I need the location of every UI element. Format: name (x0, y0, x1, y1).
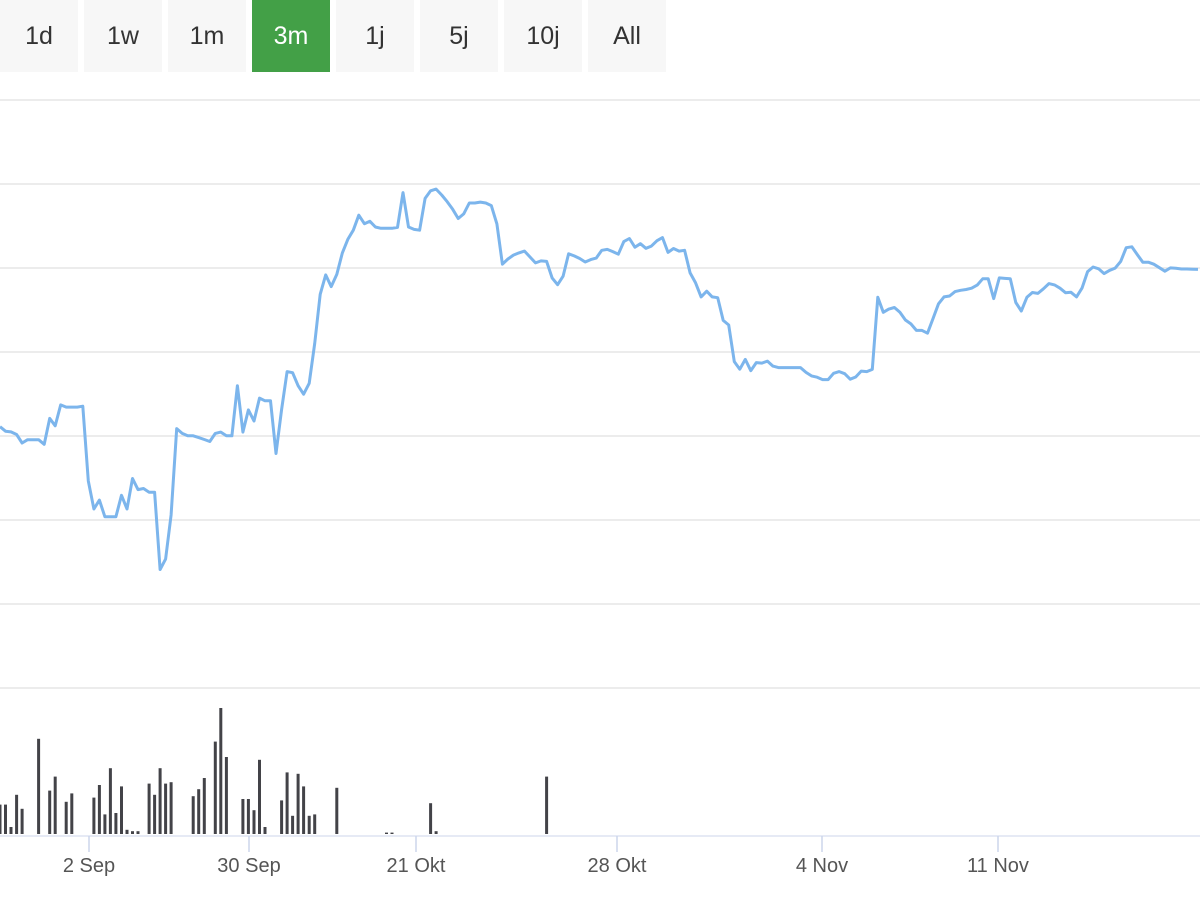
volume-bar (9, 827, 13, 834)
volume-bar (302, 786, 306, 834)
range-button-1d[interactable]: 1d (0, 0, 78, 72)
x-tick-label: 4 Nov (796, 855, 848, 877)
volume-bar (131, 831, 134, 834)
volume-bar (191, 796, 195, 834)
gridlines (0, 99, 1200, 689)
volume-bar (48, 790, 52, 834)
volume-bar (0, 804, 2, 834)
price-line (0, 187, 1199, 571)
volume-bar (219, 708, 223, 834)
volume-bar (125, 829, 129, 834)
volume-bar (64, 801, 68, 834)
volume-bar (37, 738, 41, 834)
volume-bar (97, 785, 101, 834)
range-button-all[interactable]: All (588, 0, 666, 72)
x-tick-label: 2 Sep (63, 855, 115, 877)
volume-bar (164, 783, 168, 834)
volume-bar (285, 772, 289, 834)
volume-bar (335, 787, 339, 834)
volume-bar (390, 832, 394, 834)
volume-bar (20, 808, 24, 834)
volume-bar (296, 773, 300, 834)
volume-bar (108, 768, 112, 834)
volume-bar (70, 793, 74, 834)
range-button-1m[interactable]: 1m (168, 0, 246, 72)
x-axis: 2 Sep 30 Sep 21 Okt 28 Okt 4 Nov 11 Nov (0, 835, 1200, 877)
range-selector: 1d 1w 1m 3m 1j 5j 10j All (0, 0, 672, 72)
volume-bar (53, 776, 57, 834)
volume-bar (169, 782, 173, 834)
volume-bar (147, 783, 151, 834)
volume-bar (92, 797, 96, 834)
volume-bar (213, 741, 217, 834)
volume-bar (153, 794, 157, 834)
volume-bar (4, 804, 7, 834)
volume-bar (120, 786, 123, 834)
volume-bar (158, 768, 162, 834)
volume-bar (224, 757, 228, 834)
volume-bars (0, 708, 549, 834)
range-button-5j[interactable]: 5j (420, 0, 498, 72)
volume-bar (252, 810, 256, 834)
volume-bar (103, 814, 107, 834)
volume-bar (136, 831, 140, 834)
range-button-10j[interactable]: 10j (504, 0, 582, 72)
volume-bar (307, 815, 311, 834)
volume-bar (197, 789, 201, 834)
x-tick-label: 30 Sep (217, 855, 280, 877)
range-button-1j[interactable]: 1j (336, 0, 414, 72)
volume-bar (241, 799, 245, 834)
volume-bar (429, 803, 433, 834)
volume-bar (545, 776, 549, 834)
volume-bar (291, 815, 295, 834)
volume-bar (15, 794, 19, 834)
volume-bar (263, 827, 267, 834)
x-tick-label: 28 Okt (588, 855, 647, 877)
volume-bar (114, 813, 118, 834)
volume-bar (258, 759, 261, 834)
range-button-3m[interactable]: 3m (252, 0, 330, 72)
range-button-1w[interactable]: 1w (84, 0, 162, 72)
volume-bar (280, 800, 284, 834)
x-tick-label: 21 Okt (387, 855, 446, 877)
volume-bar (202, 778, 206, 834)
volume-bar (313, 814, 317, 834)
x-tick-label: 11 Nov (967, 855, 1029, 877)
volume-bar (246, 799, 250, 834)
volume-bar (434, 831, 438, 834)
volume-bar (385, 832, 388, 834)
